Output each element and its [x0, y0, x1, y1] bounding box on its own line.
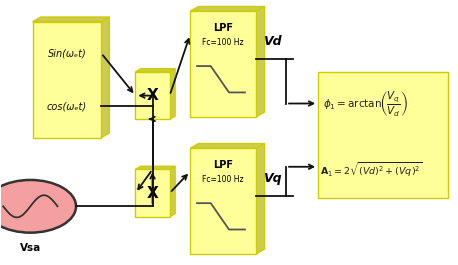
Polygon shape [136, 166, 175, 169]
Text: Fc=100 Hz: Fc=100 Hz [202, 38, 244, 47]
FancyBboxPatch shape [190, 148, 256, 254]
Text: X: X [147, 88, 158, 103]
FancyBboxPatch shape [318, 72, 448, 198]
FancyBboxPatch shape [136, 169, 169, 217]
Polygon shape [190, 144, 265, 148]
Polygon shape [169, 69, 175, 119]
Polygon shape [256, 144, 265, 254]
FancyBboxPatch shape [190, 11, 256, 117]
Text: $\phi_1 = \mathrm{arctan}\!\left(\dfrac{V_q}{V_d}\right)$: $\phi_1 = \mathrm{arctan}\!\left(\dfrac{… [322, 89, 407, 118]
Polygon shape [136, 69, 175, 72]
Text: Fc=100 Hz: Fc=100 Hz [202, 175, 244, 184]
Polygon shape [101, 17, 109, 138]
Text: Vd: Vd [263, 35, 282, 48]
Text: Vsa: Vsa [20, 243, 41, 253]
Text: $\mathbf{A}_1 = 2\sqrt{\left(Vd\right)^2+\left(Vq\right)^2}$: $\mathbf{A}_1 = 2\sqrt{\left(Vd\right)^2… [320, 161, 423, 180]
Text: cos(ωₑt): cos(ωₑt) [47, 101, 87, 112]
Text: LPF: LPF [213, 160, 233, 170]
Text: Sin(ωₑt): Sin(ωₑt) [48, 48, 86, 58]
Polygon shape [169, 166, 175, 217]
Text: Vq: Vq [263, 172, 282, 185]
Circle shape [0, 180, 76, 233]
FancyBboxPatch shape [136, 72, 169, 119]
Polygon shape [33, 17, 109, 22]
Text: X: X [147, 186, 158, 201]
Polygon shape [256, 7, 265, 117]
Text: LPF: LPF [213, 23, 233, 33]
FancyBboxPatch shape [33, 22, 101, 138]
Polygon shape [190, 7, 265, 11]
